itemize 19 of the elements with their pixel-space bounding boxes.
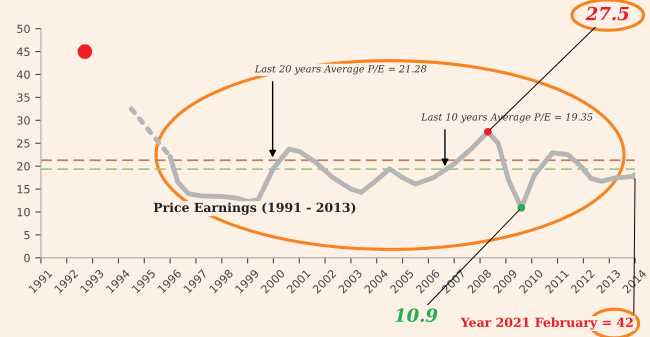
y-tick-label: 30 xyxy=(17,116,30,125)
y-tick-label: 15 xyxy=(18,185,30,194)
ref-line-label: Last 20 years Average P/E = 21.28 xyxy=(254,65,426,74)
y-tick-label: 5 xyxy=(24,231,30,240)
y-tick-label: 45 xyxy=(16,48,30,56)
point xyxy=(78,44,92,59)
annotation: 10.9 xyxy=(395,308,438,322)
y-tick-label: 40 xyxy=(16,70,30,79)
y-tick-label: 50 xyxy=(17,24,30,34)
y-tick-label: 35 xyxy=(17,93,30,102)
point xyxy=(484,128,492,136)
y-tick-label: 10 xyxy=(18,208,30,216)
annotation: Year 2021 February = 42 xyxy=(460,317,633,330)
y-tick-label: 0 xyxy=(24,254,30,262)
point xyxy=(518,204,526,212)
y-tick-label: 25 xyxy=(17,139,30,148)
annotation: 27.5 xyxy=(586,6,629,20)
text: Price Earnings (1991 - 2013) xyxy=(154,202,356,215)
y-tick-label: 20 xyxy=(17,162,30,171)
